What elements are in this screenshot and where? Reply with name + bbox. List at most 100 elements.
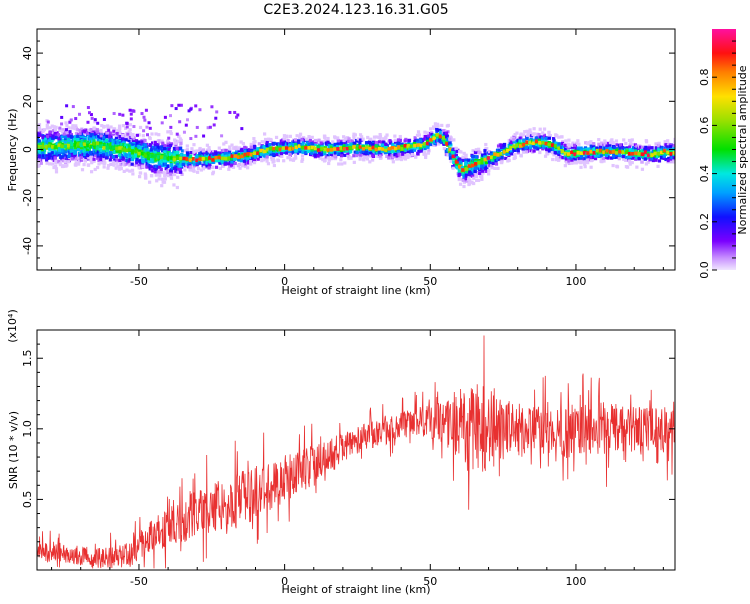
spectrogram-cell [80, 139, 84, 143]
spectrogram-cell [111, 142, 115, 146]
spectrogram-cell [548, 146, 552, 150]
spectrogram-cell [130, 151, 135, 155]
spectrogram-cell [172, 146, 177, 151]
spectrogram-cell [577, 156, 581, 161]
spectrogram-cell [651, 149, 655, 153]
spectrogram-cell [243, 164, 248, 169]
spectrogram-cell [594, 154, 598, 158]
spectrogram-cell [336, 142, 340, 146]
spectrogram-cell [202, 160, 206, 164]
spectrogram-cell [337, 162, 341, 166]
spectrogram-cell [125, 159, 129, 163]
spectrogram-ridge-cell [432, 136, 437, 140]
spectrogram-cell [104, 156, 109, 160]
spectrogram-cell [487, 150, 492, 154]
spectrogram-cell [206, 126, 210, 130]
spectrogram-cell [89, 155, 93, 159]
spectrogram-cell [354, 153, 359, 158]
spectrogram-ridge-cell [451, 154, 456, 159]
spectrogram-cell [45, 140, 50, 144]
spectrogram-cell [471, 149, 475, 153]
spectrogram-cell [423, 147, 427, 151]
spectrogram-ridge-cell [323, 147, 328, 152]
spectrogram-cell [502, 145, 506, 149]
spectrogram-cell [265, 143, 269, 148]
spectrogram-cell [42, 136, 46, 140]
spectrogram-cell [196, 161, 200, 166]
spectrogram-cell [63, 159, 67, 164]
spectrogram-cell [38, 148, 42, 153]
spectrogram-cell [196, 167, 201, 171]
spectrogram-cell [174, 107, 178, 111]
spectrogram-cell [125, 125, 129, 129]
spectrogram-cell [279, 151, 284, 156]
spectrogram-cell [495, 157, 500, 162]
spectrogram-cell [333, 151, 338, 155]
spectrogram-cell [57, 137, 61, 141]
spectrogram-cell [60, 115, 64, 119]
spectrogram-cell [141, 134, 145, 138]
spectrogram-cell [571, 153, 575, 157]
spectrogram-cell [157, 139, 161, 143]
spectrogram-cell [572, 143, 577, 147]
spectrogram-cell [430, 130, 434, 135]
spectrogram-cell [83, 159, 87, 163]
spectrogram-cell [117, 127, 121, 131]
spectrogram-cell [45, 123, 49, 127]
spectrogram-ridge-cell [131, 149, 136, 153]
spectrogram-cell [242, 159, 247, 163]
spectrogram-cell [64, 164, 68, 168]
spectrogram-cell [187, 109, 191, 113]
spectrogram-cell [236, 113, 240, 117]
spectrogram-cell [256, 157, 260, 161]
spectrogram-cell [388, 139, 392, 143]
spectrogram-cell [391, 142, 395, 146]
spectrogram-cell [64, 150, 68, 154]
spectrogram-ridge-cell [89, 144, 94, 149]
spectrogram-cell [397, 152, 401, 156]
spectrogram-cell [79, 156, 83, 160]
spectrogram-cell [544, 136, 548, 141]
spectrogram-cell [478, 151, 482, 155]
spectrogram-cell [87, 134, 91, 138]
spectrogram-cell [54, 160, 58, 165]
spectrogram-cell [458, 157, 462, 161]
spectrogram-cell [513, 152, 517, 157]
spectrogram-cell [188, 156, 192, 160]
spectrogram-cell [574, 141, 579, 145]
spectrogram-ridge-cell [140, 151, 145, 156]
spectrogram-cell [220, 149, 224, 153]
spectrogram-cell [468, 170, 472, 174]
spectrogram-cell [237, 147, 241, 151]
spectrogram-cell [327, 161, 331, 166]
spectrogram-cell [516, 151, 521, 155]
spectrogram-cell [230, 160, 234, 165]
spectrogram-cell [561, 155, 566, 160]
spectrogram-cell [37, 163, 41, 168]
spectrogram-cell [595, 146, 599, 150]
spectrogram-cell [201, 154, 205, 158]
spectrogram-cell [249, 145, 253, 149]
spectrogram-cell [222, 142, 226, 146]
spectrogram-cell [113, 127, 117, 131]
spectrogram-cell [295, 134, 299, 138]
spectrogram-ridge-cell [550, 143, 556, 147]
spectrogram-cell [291, 158, 295, 162]
spectrogram-cell [315, 140, 319, 144]
spectrogram-cell [198, 148, 202, 152]
spectrogram-cell [85, 153, 90, 158]
spectrogram-cell [112, 111, 116, 115]
spectrogram-cell [132, 125, 136, 129]
spectrogram-cell [635, 165, 639, 169]
spectrogram-ridge-cell [297, 144, 302, 148]
spectrogram-cell [130, 168, 135, 172]
spectrogram-cell [109, 125, 113, 129]
spectrogram-cell [488, 163, 492, 167]
spectrogram-cell [128, 169, 132, 173]
spectrogram-cell [458, 182, 463, 186]
spectrogram-cell [358, 141, 362, 145]
spectrogram-cell [42, 154, 46, 158]
spectrogram-cell [615, 143, 619, 147]
spectrogram-ridge-cell [602, 150, 607, 155]
